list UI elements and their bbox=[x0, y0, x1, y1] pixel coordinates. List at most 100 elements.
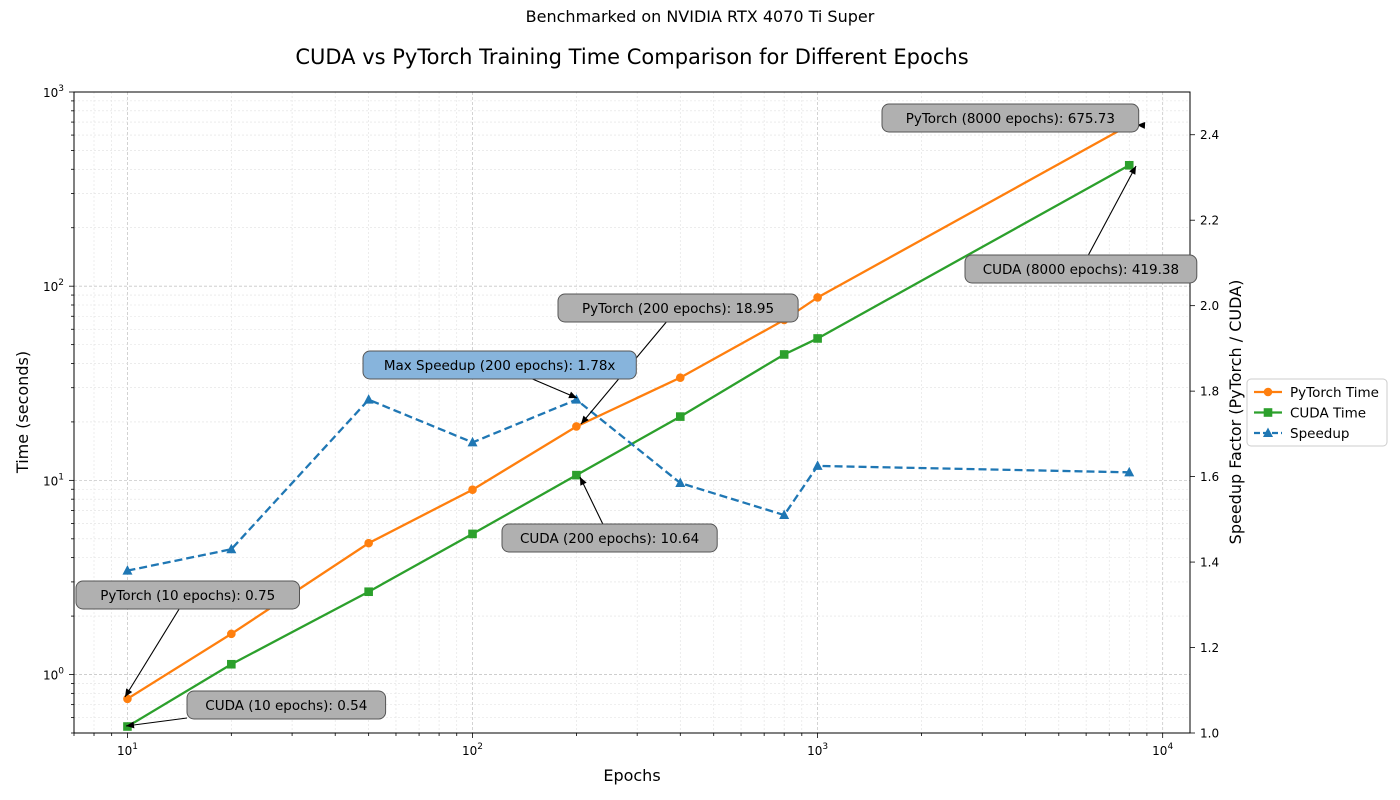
annotation-arrowhead bbox=[568, 391, 577, 399]
speedup-point bbox=[779, 509, 790, 520]
chart-suptitle: Benchmarked on NVIDIA RTX 4070 Ti Super bbox=[526, 7, 875, 26]
cuda-time-point bbox=[227, 659, 236, 669]
x-tick-exponent: 4 bbox=[1167, 742, 1173, 752]
y2-tick-label: 2.4 bbox=[1200, 128, 1219, 142]
pytorch-time-line bbox=[126, 124, 1130, 700]
annotation-arrow bbox=[124, 608, 180, 698]
cuda-time-point bbox=[813, 334, 822, 343]
y-axis-right: 1.0 1.2 1.4 1.6 1.8 2.0 2.2 2.4 bbox=[1190, 128, 1219, 741]
speedup-point bbox=[571, 394, 582, 404]
annotation-arrowhead bbox=[581, 415, 589, 424]
annotation-text: PyTorch (200 epochs): 18.95 bbox=[582, 301, 774, 317]
annotation-box bbox=[362, 350, 637, 380]
annotation-arrowhead bbox=[580, 477, 587, 486]
legend-label-speedup: Speedup bbox=[1290, 426, 1349, 442]
x-tick-label: 104 bbox=[1152, 742, 1173, 758]
y-axis-label: Time (seconds) bbox=[13, 351, 32, 474]
pytorch-time-point bbox=[364, 538, 373, 548]
y2-tick-label: 1.6 bbox=[1200, 470, 1219, 484]
pytorch-time-point bbox=[468, 485, 477, 495]
cuda-time-point bbox=[364, 587, 373, 597]
y2-tick-label: 1.0 bbox=[1200, 727, 1219, 741]
annotation-arrow bbox=[532, 378, 578, 399]
annotation-box bbox=[501, 523, 718, 553]
annotation-text: Max Speedup (200 epochs): 1.78x bbox=[384, 358, 616, 374]
speedup-point bbox=[363, 394, 374, 404]
y-tick-label: 100 bbox=[43, 667, 64, 683]
x-tick-label: 101 bbox=[117, 742, 138, 758]
annotations: PyTorch (8000 epochs): 675.73 CUDA (8000 … bbox=[75, 103, 1198, 729]
pytorch-time-point bbox=[675, 373, 685, 382]
legend-marker-speedup bbox=[1263, 427, 1273, 437]
y2-tick-label: 1.8 bbox=[1200, 385, 1219, 399]
annotation: CUDA (200 epochs): 10.64 bbox=[501, 476, 718, 553]
speedup-point bbox=[675, 477, 686, 488]
annotation-text: PyTorch (10 epochs): 0.75 bbox=[100, 588, 275, 604]
annotation: Max Speedup (200 epochs): 1.78x bbox=[362, 350, 637, 399]
x-axis: 101 102 103 104 bbox=[73, 733, 1173, 758]
pytorch-time-point bbox=[813, 293, 822, 302]
grid bbox=[73, 91, 1190, 734]
y-tick-exponent: 1 bbox=[58, 472, 64, 482]
annotation-text: PyTorch (8000 epochs): 675.73 bbox=[906, 111, 1115, 127]
annotation-arrow bbox=[125, 717, 188, 727]
y-tick-label: 102 bbox=[43, 278, 64, 294]
legend: PyTorch Time CUDA Time Speedup bbox=[1246, 378, 1388, 447]
speedup-point bbox=[467, 436, 478, 447]
annotation-arrowhead bbox=[1137, 121, 1146, 129]
pytorch-time-point bbox=[572, 422, 581, 431]
cuda-time-point bbox=[572, 470, 581, 480]
annotation-text: CUDA (10 epochs): 0.54 bbox=[205, 698, 367, 714]
x-tick-exponent: 2 bbox=[477, 742, 483, 752]
speedup-point bbox=[812, 460, 823, 470]
legend-marker-pytorch-time bbox=[1263, 387, 1273, 397]
y-tick-exponent: 2 bbox=[58, 278, 64, 288]
y-tick-exponent: 0 bbox=[58, 667, 64, 677]
annotation-arrowhead bbox=[126, 721, 135, 729]
annotation-box bbox=[964, 254, 1198, 284]
cuda-time-point bbox=[123, 722, 132, 731]
y2-tick-label: 1.4 bbox=[1200, 556, 1219, 570]
cuda-time-point bbox=[468, 529, 477, 539]
x-axis-label: Epochs bbox=[603, 766, 660, 785]
annotation-text: CUDA (200 epochs): 10.64 bbox=[520, 531, 699, 547]
cuda-time-point bbox=[675, 412, 685, 421]
x-tick-exponent: 1 bbox=[132, 742, 138, 752]
cuda-time-point bbox=[1124, 160, 1134, 170]
legend-label-pytorch-time: PyTorch Time bbox=[1290, 385, 1379, 401]
x-tick-label: 103 bbox=[807, 742, 828, 758]
annotation-arrow bbox=[1087, 165, 1137, 256]
plot-frame bbox=[73, 91, 1191, 734]
legend-label-cuda-time: CUDA Time bbox=[1290, 406, 1366, 422]
annotation-text: CUDA (8000 epochs): 419.38 bbox=[983, 262, 1179, 278]
y2-tick-label: 2.2 bbox=[1200, 214, 1219, 228]
annotation: PyTorch (8000 epochs): 675.73 bbox=[881, 103, 1146, 133]
annotation-arrowhead bbox=[125, 688, 133, 697]
chart-title: CUDA vs PyTorch Training Time Comparison… bbox=[295, 45, 968, 69]
annotation-arrow bbox=[579, 476, 604, 525]
pytorch-time-point bbox=[227, 629, 236, 639]
annotation-box bbox=[881, 103, 1140, 133]
speedup-point bbox=[122, 565, 133, 575]
annotation-box bbox=[186, 690, 387, 720]
x-tick-label: 102 bbox=[462, 742, 483, 758]
annotation-box bbox=[75, 580, 300, 610]
annotation: CUDA (10 epochs): 0.54 bbox=[125, 690, 387, 729]
speedup-point bbox=[226, 543, 237, 554]
y2-axis-label: Speedup Factor (PyTorch / CUDA) bbox=[1226, 280, 1245, 545]
y-tick-exponent: 3 bbox=[58, 84, 64, 94]
x-tick-exponent: 3 bbox=[822, 742, 828, 752]
y2-tick-label: 1.2 bbox=[1200, 641, 1219, 655]
y-tick-label: 103 bbox=[43, 84, 64, 100]
annotation: CUDA (8000 epochs): 419.38 bbox=[964, 165, 1198, 284]
annotation: PyTorch (10 epochs): 0.75 bbox=[75, 580, 300, 698]
annotation-arrowhead bbox=[1129, 166, 1136, 175]
speedup-point bbox=[1124, 466, 1135, 477]
annotation: PyTorch (200 epochs): 18.95 bbox=[557, 293, 799, 425]
y2-tick-label: 2.0 bbox=[1200, 299, 1219, 313]
y-tick-label: 101 bbox=[43, 472, 64, 488]
pytorch-time-point bbox=[123, 694, 132, 704]
cuda-time-point bbox=[779, 350, 789, 359]
